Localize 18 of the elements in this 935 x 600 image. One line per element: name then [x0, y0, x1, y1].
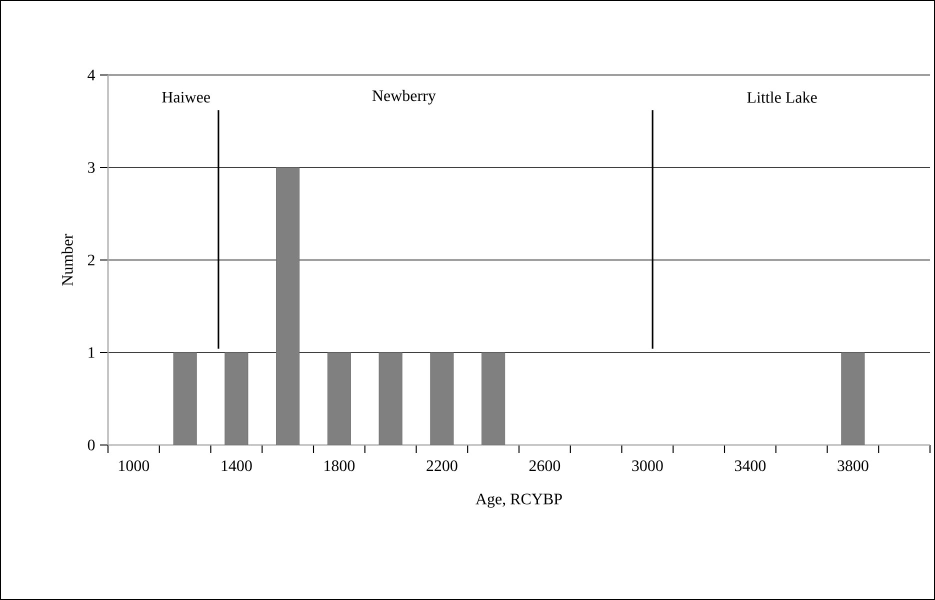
- y-tick-label: 1: [88, 347, 94, 358]
- x-tick-label: 1400: [222, 460, 252, 472]
- x-tick-label: 1000: [119, 460, 150, 472]
- x-tick-label: 3000: [632, 460, 663, 472]
- y-tick-label: 2: [88, 254, 94, 266]
- x-tick-label: 1800: [324, 460, 355, 472]
- y-axis-title: Number: [62, 234, 73, 286]
- y-tick-label: 0: [88, 440, 95, 450]
- x-tick-label: 3400: [734, 460, 766, 472]
- x-axis-title: Age, RCYBP: [476, 494, 562, 508]
- annotation: Haiwee: [162, 92, 210, 103]
- x-tick-label: 2200: [426, 460, 458, 472]
- y-tick-label: 4: [88, 70, 96, 80]
- annotation: Newberry: [372, 90, 436, 104]
- x-tick-label: 2600: [529, 460, 560, 472]
- annotation: Little Lake: [747, 92, 817, 103]
- x-tick-label: 3800: [838, 460, 868, 472]
- y-tick-label: 3: [88, 162, 95, 173]
